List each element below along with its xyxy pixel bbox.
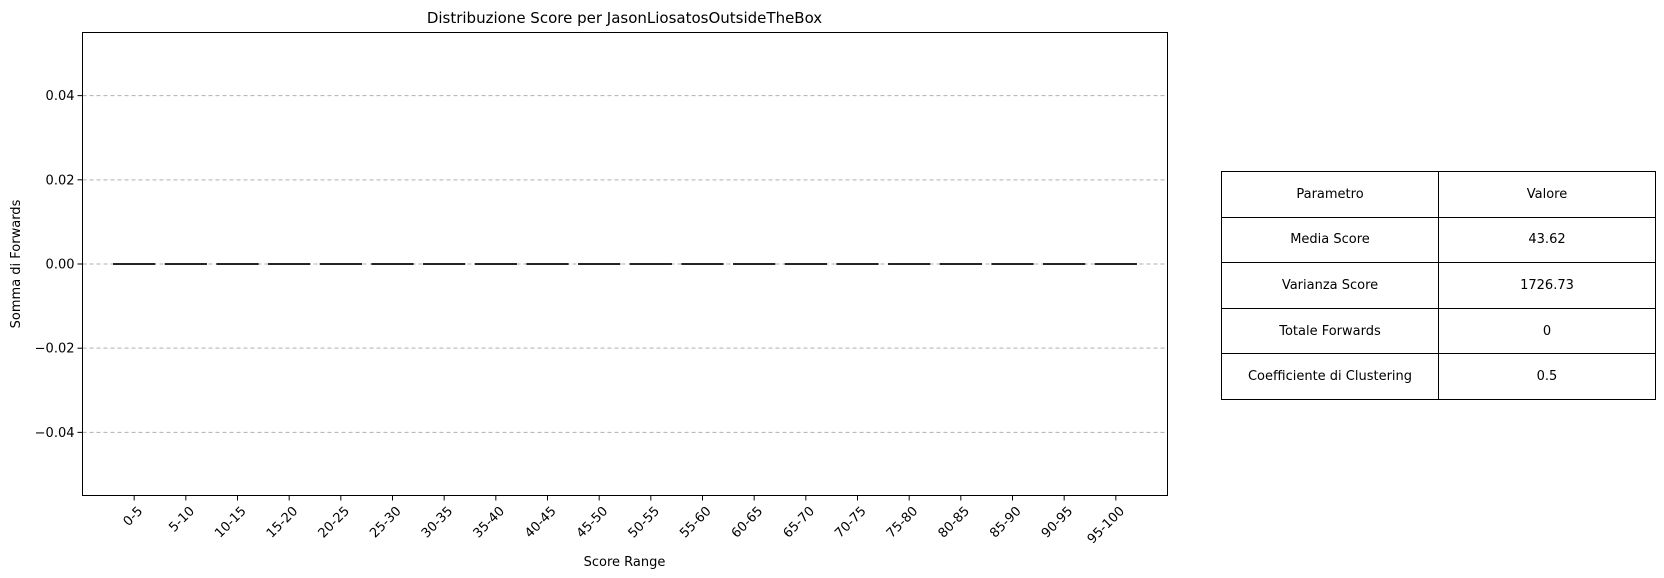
stats-table: Parametro Valore Media Score 43.62 Varia…: [1221, 171, 1656, 400]
bar: [629, 263, 672, 265]
table-cell-parameter: Varianza Score: [1221, 262, 1439, 309]
bar: [939, 263, 982, 265]
x-tick-label: 75-80: [884, 504, 921, 541]
bar: [526, 263, 569, 265]
bar: [681, 263, 724, 265]
bar: [784, 263, 827, 265]
bar: [371, 263, 414, 265]
bar: [836, 263, 879, 265]
x-tick-label: 20-25: [316, 504, 353, 541]
bars: [113, 263, 1137, 265]
y-tick-label: 0.02: [46, 173, 75, 188]
x-tick-label: 25-30: [367, 504, 404, 541]
table-header-cell: Parametro: [1221, 171, 1439, 218]
x-tick-label: 30-35: [419, 504, 456, 541]
y-tick-label: 0.00: [46, 258, 75, 273]
bar: [991, 263, 1034, 265]
chart-title: Distribuzione Score per JasonLiosatosOut…: [427, 9, 822, 27]
table-cell-value: 0: [1438, 307, 1656, 355]
y-tick-label: −0.04: [35, 426, 75, 441]
x-tick-label: 15-20: [264, 504, 301, 541]
bar: [216, 263, 259, 265]
x-tick-label: 10-15: [212, 504, 249, 541]
bar: [319, 263, 362, 265]
bar: [164, 263, 207, 265]
table-header-cell: Valore: [1438, 171, 1656, 218]
y-tick-label: 0.04: [46, 89, 75, 104]
table-row: Media Score 43.62: [1221, 216, 1656, 264]
bar: [474, 263, 517, 265]
x-tick-label: 95-100: [1085, 504, 1128, 547]
bar: [888, 263, 931, 265]
bar: [423, 263, 466, 265]
bar: [113, 263, 156, 265]
x-tick-label: 90-95: [1039, 504, 1076, 541]
x-tick-label: 45-50: [574, 504, 611, 541]
x-tick-label: 65-70: [781, 504, 818, 541]
x-axis-ticks: 0-5 5-10 10-15 15-20 20-25 25-30 30-35 35-40 40-…: [121, 495, 1128, 547]
x-axis-label: Score Range: [584, 555, 666, 570]
table-cell-value: 43.62: [1438, 216, 1656, 264]
x-tick-label: 80-85: [936, 504, 973, 541]
bar: [578, 263, 621, 265]
x-tick-label: 50-55: [626, 504, 663, 541]
x-tick-label: 70-75: [832, 504, 869, 541]
grid-lines: [82, 95, 1168, 433]
bar: [1094, 263, 1137, 265]
y-axis-label: Somma di Forwards: [9, 199, 24, 328]
x-tick-label: 5-10: [166, 504, 197, 535]
table-row: Coefficiente di Clustering 0.5: [1221, 353, 1656, 400]
table-header-row: Parametro Valore: [1221, 171, 1656, 218]
table-cell-parameter: Media Score: [1221, 216, 1439, 264]
table-row: Totale Forwards 0: [1221, 307, 1656, 355]
x-tick-label: 55-60: [677, 504, 714, 541]
x-tick-label: 0-5: [121, 504, 147, 530]
y-tick-label: −0.02: [35, 342, 75, 357]
y-axis-ticks: −0.04 −0.02 0.00 0.02 0.04: [35, 89, 83, 441]
bar: [268, 263, 311, 265]
table-cell-value: 0.5: [1438, 353, 1656, 400]
x-tick-label: 85-90: [987, 504, 1024, 541]
bar: [1043, 263, 1086, 265]
table-cell-parameter: Coefficiente di Clustering: [1221, 353, 1439, 400]
table-row: Varianza Score 1726.73: [1221, 262, 1656, 309]
x-tick-label: 40-45: [522, 504, 559, 541]
table-cell-parameter: Totale Forwards: [1221, 307, 1439, 355]
x-tick-label: 60-65: [729, 504, 766, 541]
table-cell-value: 1726.73: [1438, 262, 1656, 309]
bar: [733, 263, 776, 265]
x-tick-label: 35-40: [471, 504, 508, 541]
